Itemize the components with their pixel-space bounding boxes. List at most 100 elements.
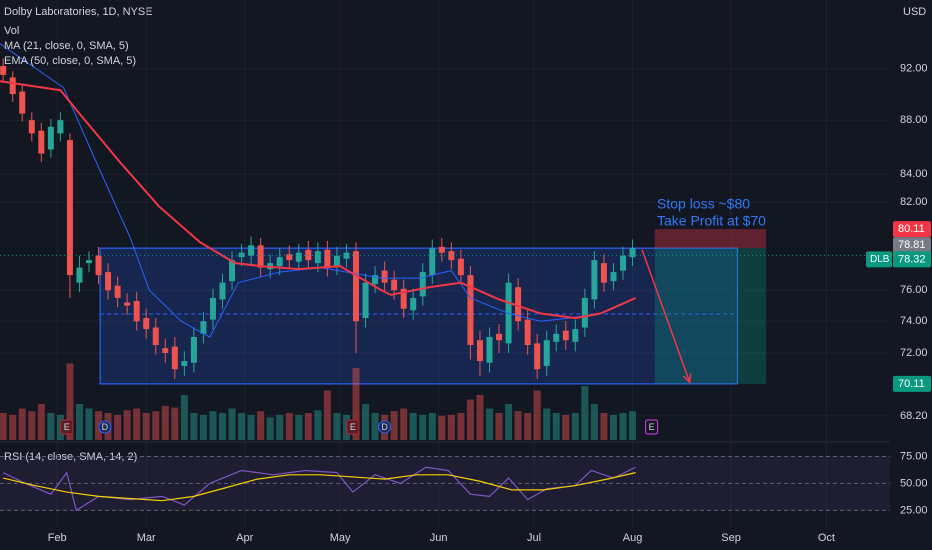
event-label: D bbox=[102, 422, 109, 432]
candle-body bbox=[524, 319, 531, 345]
entry-price-label-bg bbox=[893, 237, 931, 254]
volume-bar bbox=[495, 413, 503, 440]
stop-price-label: 80.11 bbox=[898, 223, 925, 235]
candle-body bbox=[534, 343, 541, 370]
y-tick-label: 68.20 bbox=[900, 410, 928, 422]
candle-body bbox=[47, 126, 54, 150]
rsi-tick-label: 75.00 bbox=[900, 450, 928, 462]
symbol-tag: DLB bbox=[870, 254, 890, 265]
candle-body bbox=[229, 260, 236, 282]
y-tick-label: 92.00 bbox=[900, 62, 928, 74]
candle-body bbox=[190, 337, 197, 363]
volume-bar bbox=[75, 404, 83, 440]
candle-body bbox=[543, 340, 550, 366]
candle-body bbox=[9, 77, 16, 95]
volume-bar bbox=[219, 413, 226, 440]
volume-bar bbox=[9, 414, 17, 440]
candle-body bbox=[57, 120, 64, 134]
volume-bar bbox=[266, 417, 274, 440]
candle-body bbox=[562, 330, 569, 341]
last-price-label-bg bbox=[893, 251, 931, 268]
candle-body bbox=[238, 252, 245, 258]
legend-entry: EMA (50, close, 0, SMA, 5) bbox=[4, 55, 136, 67]
y-tick-label: 82.00 bbox=[900, 196, 928, 208]
volume-bar bbox=[629, 411, 637, 440]
candle-body bbox=[133, 301, 140, 322]
volume-bar bbox=[199, 414, 207, 440]
volume-bar bbox=[419, 414, 427, 440]
candle-body bbox=[295, 252, 302, 262]
candle-body bbox=[219, 282, 226, 300]
candle-body bbox=[38, 130, 45, 154]
volume-bar bbox=[66, 363, 74, 440]
candle-body bbox=[600, 263, 607, 283]
indicator-line bbox=[0, 80, 637, 320]
candle-body bbox=[276, 257, 283, 267]
candle-body bbox=[610, 272, 617, 282]
volume-bar bbox=[28, 411, 36, 440]
candle-body bbox=[572, 329, 579, 342]
volume-bar bbox=[362, 404, 370, 440]
volume-bar bbox=[524, 413, 532, 440]
candle-body bbox=[200, 321, 207, 334]
event-label: E bbox=[350, 422, 356, 432]
rsi-line bbox=[2, 466, 636, 512]
stop-zone bbox=[654, 229, 767, 249]
annotation: Stop loss ~$80 bbox=[657, 196, 750, 212]
target-price-label-bg bbox=[893, 375, 931, 392]
candle-body bbox=[353, 251, 359, 322]
candle-body bbox=[419, 272, 426, 297]
volume-bar bbox=[409, 413, 417, 440]
volume-bar bbox=[190, 413, 198, 440]
volume-bar bbox=[571, 413, 579, 440]
volume-bar bbox=[476, 395, 484, 440]
candle-body bbox=[333, 255, 340, 267]
annotation: Take Profit at $70 bbox=[657, 213, 766, 229]
candle-body bbox=[362, 282, 369, 319]
volume-bar bbox=[37, 404, 45, 440]
candle-body bbox=[486, 337, 493, 363]
candle-body bbox=[0, 66, 7, 75]
volume-bar bbox=[562, 414, 570, 440]
entry-price-label: 78.81 bbox=[898, 239, 926, 251]
x-tick-label: Apr bbox=[236, 532, 253, 544]
candle-body bbox=[438, 246, 445, 253]
candle-body bbox=[114, 285, 121, 298]
candle-body bbox=[591, 260, 598, 300]
candle-body bbox=[95, 255, 102, 276]
y-tick-label: 74.00 bbox=[900, 315, 928, 327]
volume-bar bbox=[600, 413, 608, 440]
event-label: E bbox=[649, 422, 655, 432]
x-tick-label: Feb bbox=[48, 532, 67, 544]
volume-bar bbox=[18, 408, 26, 440]
volume-bar bbox=[400, 408, 408, 440]
candle-body bbox=[620, 255, 626, 271]
volume-bar bbox=[295, 414, 303, 440]
candle-body bbox=[19, 91, 26, 114]
volume-bar bbox=[543, 408, 551, 440]
volume-bar bbox=[390, 411, 398, 440]
volume-bar bbox=[428, 413, 436, 440]
candle-body bbox=[248, 245, 255, 256]
candle-body bbox=[152, 327, 159, 345]
volume-bar bbox=[123, 410, 131, 440]
event-label: E bbox=[64, 422, 70, 432]
volume-bar bbox=[95, 411, 103, 440]
range-box bbox=[99, 247, 739, 385]
candle-body bbox=[209, 297, 216, 320]
stop-price-label-bg bbox=[893, 221, 931, 238]
volume-bar bbox=[590, 404, 598, 440]
y-tick-label: 76.00 bbox=[900, 284, 928, 296]
volume-bar bbox=[209, 411, 217, 440]
last-price-label: 78.32 bbox=[898, 253, 926, 265]
candle-body bbox=[372, 275, 379, 285]
x-tick-label: Oct bbox=[818, 532, 835, 544]
event-badge bbox=[60, 419, 74, 435]
volume-bar bbox=[276, 414, 284, 440]
x-tick-label: Jul bbox=[527, 532, 541, 544]
candle-body bbox=[496, 333, 503, 341]
target-zone bbox=[654, 248, 767, 384]
volume-bar bbox=[457, 413, 465, 440]
volume-bar bbox=[142, 413, 150, 440]
volume-bar bbox=[85, 408, 93, 440]
